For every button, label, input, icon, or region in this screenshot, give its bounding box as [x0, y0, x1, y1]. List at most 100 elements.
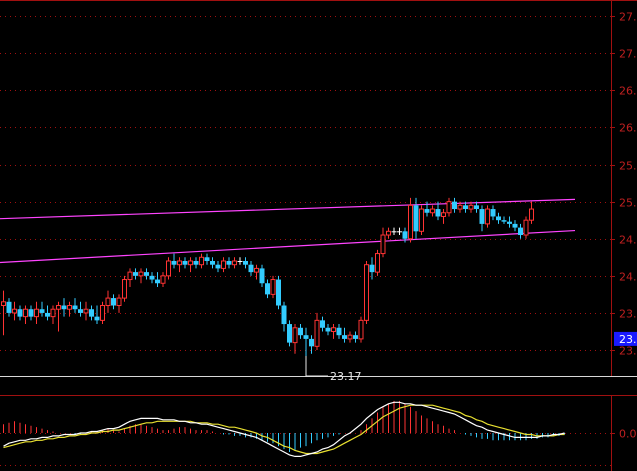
- candle[interactable]: [89, 305, 94, 321]
- candle[interactable]: [446, 197, 452, 217]
- candle[interactable]: [512, 220, 518, 232]
- candle[interactable]: [408, 197, 413, 243]
- candle[interactable]: [347, 331, 353, 343]
- candle[interactable]: [166, 257, 171, 280]
- candle[interactable]: [56, 301, 61, 332]
- candle[interactable]: [358, 316, 364, 343]
- candle[interactable]: [67, 301, 72, 317]
- candle[interactable]: [248, 260, 254, 276]
- candle[interactable]: [479, 205, 485, 232]
- candle[interactable]: [364, 260, 369, 325]
- candle[interactable]: [23, 305, 28, 325]
- candle[interactable]: [292, 324, 298, 354]
- candle[interactable]: [314, 312, 320, 351]
- candle[interactable]: [320, 316, 325, 332]
- candle[interactable]: [441, 209, 446, 224]
- candle[interactable]: [342, 327, 347, 343]
- candle[interactable]: [507, 216, 512, 228]
- candle[interactable]: [485, 205, 490, 228]
- candle[interactable]: [386, 227, 391, 239]
- candle[interactable]: [111, 294, 116, 310]
- candle[interactable]: [34, 301, 39, 325]
- candle[interactable]: [122, 275, 127, 302]
- candle[interactable]: [116, 294, 122, 313]
- candle[interactable]: [215, 260, 221, 273]
- candle[interactable]: [276, 275, 281, 310]
- candle[interactable]: [490, 205, 496, 221]
- candle[interactable]: [149, 272, 155, 284]
- candle[interactable]: [325, 324, 331, 336]
- candle[interactable]: [369, 257, 375, 280]
- candle[interactable]: [518, 223, 523, 239]
- candle[interactable]: [193, 257, 199, 269]
- candle[interactable]: [457, 201, 463, 213]
- candle[interactable]: [243, 257, 248, 269]
- candle[interactable]: [468, 201, 474, 213]
- candle[interactable]: [144, 268, 149, 280]
- candle[interactable]: [171, 253, 177, 269]
- candle[interactable]: [83, 301, 89, 321]
- candle[interactable]: [188, 257, 193, 273]
- candle[interactable]: [155, 272, 160, 287]
- candle[interactable]: [353, 331, 358, 343]
- candle[interactable]: [452, 197, 457, 213]
- candle[interactable]: [6, 298, 12, 317]
- candle[interactable]: [380, 227, 386, 258]
- candle[interactable]: [463, 201, 468, 213]
- candle[interactable]: [254, 264, 259, 280]
- candle[interactable]: [45, 305, 50, 321]
- candle[interactable]: [61, 298, 67, 317]
- candle[interactable]: [78, 301, 83, 317]
- candle[interactable]: [237, 257, 243, 265]
- candle[interactable]: [12, 301, 17, 321]
- candle[interactable]: [435, 201, 441, 221]
- candle[interactable]: [50, 305, 56, 325]
- candle[interactable]: [105, 290, 111, 313]
- candle[interactable]: [298, 324, 303, 339]
- candle[interactable]: [281, 301, 287, 332]
- candle[interactable]: [226, 257, 232, 269]
- candle[interactable]: [72, 298, 78, 313]
- candle[interactable]: [501, 216, 507, 224]
- candle[interactable]: [138, 268, 144, 284]
- candle[interactable]: [204, 253, 210, 265]
- candle[interactable]: [39, 301, 45, 317]
- candle[interactable]: [259, 264, 265, 287]
- candle[interactable]: [309, 335, 314, 354]
- candle[interactable]: [419, 205, 424, 236]
- candle[interactable]: [424, 201, 430, 217]
- candle[interactable]: [496, 212, 501, 224]
- candle[interactable]: [336, 324, 342, 339]
- candle[interactable]: [287, 320, 292, 347]
- candle[interactable]: [100, 301, 105, 325]
- candle[interactable]: [127, 268, 133, 287]
- candle[interactable]: [375, 249, 380, 276]
- candle[interactable]: [17, 305, 23, 321]
- candle[interactable]: [270, 275, 276, 299]
- candle[interactable]: [529, 201, 534, 224]
- candle[interactable]: [331, 324, 336, 339]
- candle[interactable]: [265, 279, 270, 299]
- candle[interactable]: [177, 257, 182, 273]
- candle[interactable]: [413, 197, 419, 239]
- candle[interactable]: [402, 227, 408, 243]
- candle[interactable]: [474, 201, 479, 213]
- candle[interactable]: [221, 257, 226, 273]
- candle[interactable]: [133, 268, 138, 280]
- candle[interactable]: [430, 205, 435, 217]
- candle[interactable]: [397, 227, 402, 236]
- candle[interactable]: [391, 227, 397, 236]
- candle[interactable]: [1, 290, 6, 336]
- candle[interactable]: [199, 253, 204, 269]
- candle[interactable]: [94, 305, 100, 325]
- candle-body: [446, 201, 452, 214]
- candle-body: [259, 268, 265, 284]
- candle[interactable]: [182, 257, 188, 269]
- candle[interactable]: [28, 305, 34, 321]
- candle[interactable]: [232, 257, 237, 269]
- candle[interactable]: [210, 257, 215, 269]
- candlesticks[interactable]: [1, 197, 534, 365]
- candle[interactable]: [523, 216, 529, 239]
- candle[interactable]: [160, 272, 166, 287]
